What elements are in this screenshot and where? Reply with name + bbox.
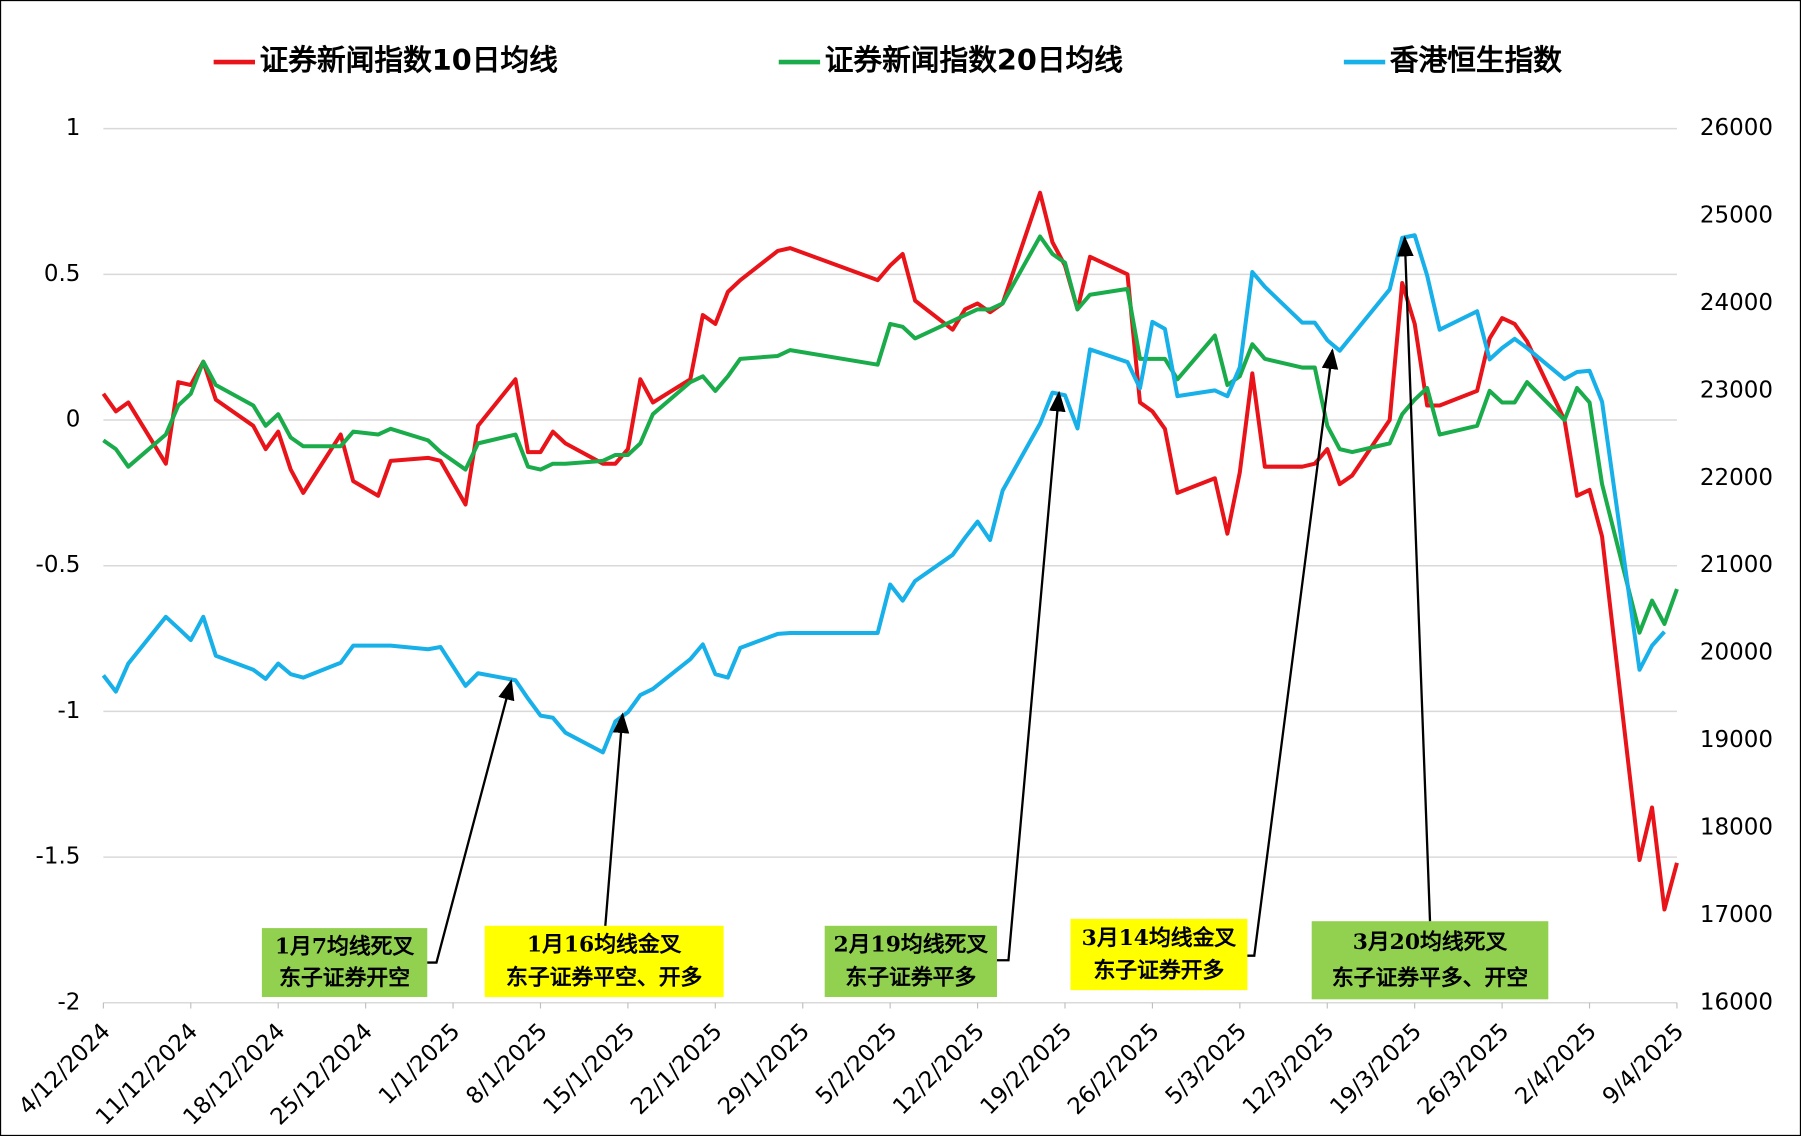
annotation-text: 3月14均线金叉	[1082, 925, 1237, 951]
y2-tick-label: 19000	[1700, 727, 1773, 753]
annotation-arrow	[996, 390, 1066, 962]
y-tick-label: 0	[66, 407, 81, 433]
annotation-box	[261, 928, 428, 998]
series-line	[101, 233, 1666, 755]
annotation-box	[1070, 918, 1248, 991]
y2-tick-label: 24000	[1700, 290, 1773, 316]
y2-tick-label: 22000	[1700, 465, 1773, 491]
annotation-text: 3月20均线死叉	[1353, 929, 1508, 955]
y2-tick-label: 23000	[1700, 377, 1773, 403]
annotation-box	[824, 925, 997, 998]
y2-tick-label: 16000	[1700, 989, 1773, 1015]
annotation-text: 1月7均线死叉	[275, 933, 415, 959]
y2-tick-label: 26000	[1700, 115, 1773, 141]
y2-tick-label: 17000	[1700, 902, 1773, 928]
y-tick-label: 0.5	[44, 261, 81, 287]
annotation-text: 2月19均线死叉	[834, 932, 989, 958]
y-tick-label: 1	[66, 115, 81, 141]
annotation-text: 东子证券开空	[279, 965, 410, 991]
annotation-arrow	[1397, 235, 1432, 922]
annotation-arrow	[604, 712, 630, 926]
y-tick-label: -1	[57, 698, 80, 724]
legend-label: 证券新闻指数10日均线	[260, 43, 559, 77]
annotation-text: 东子证券平空、开多	[506, 964, 702, 990]
annotation-arrow	[427, 679, 515, 964]
y-tick-label: -1.5	[36, 844, 81, 870]
series-line	[102, 234, 1679, 635]
y2-tick-label: 20000	[1700, 640, 1773, 666]
series-line	[101, 190, 1679, 912]
annotation-text: 东子证券开多	[1093, 958, 1224, 984]
annotation-text: 东子证券平多、开空	[1332, 965, 1528, 991]
annotation-arrow	[1247, 348, 1339, 957]
y2-tick-label: 25000	[1700, 203, 1773, 229]
legend-label: 证券新闻指数20日均线	[825, 43, 1124, 77]
y2-tick-label: 18000	[1700, 814, 1773, 840]
annotation-text: 1月16均线金叉	[527, 932, 682, 958]
annotation-text: 东子证券平多	[845, 964, 976, 990]
annotation-box	[484, 925, 724, 998]
legend-label: 香港恒生指数	[1390, 43, 1563, 77]
y2-tick-label: 21000	[1700, 552, 1773, 578]
y-tick-label: -2	[57, 989, 80, 1015]
y-tick-label: -0.5	[36, 552, 81, 578]
annotation-box	[1311, 921, 1549, 1000]
